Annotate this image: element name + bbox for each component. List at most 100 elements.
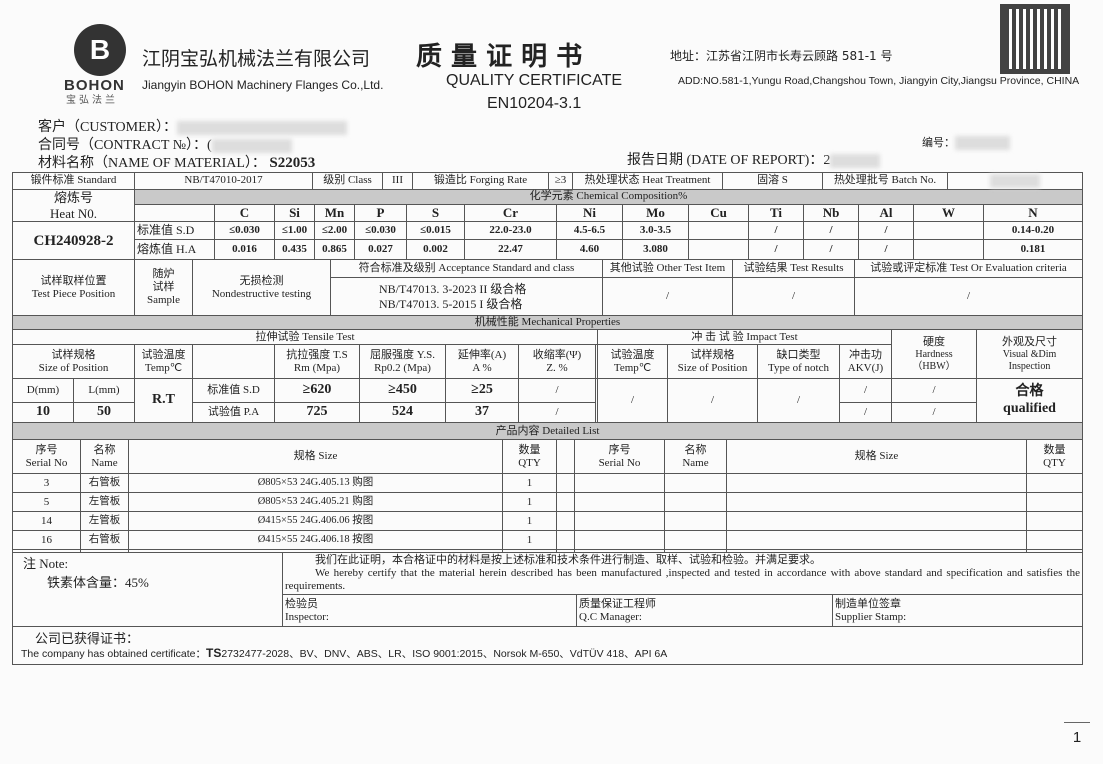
- element-mo: Mo: [622, 204, 689, 223]
- name-header: 名称 Name: [80, 439, 129, 475]
- test-results-label: 试验结果 Test Results: [732, 259, 855, 279]
- element-n: N: [983, 204, 1083, 223]
- blank: [1025, 530, 1084, 551]
- hardness-1: /: [891, 378, 977, 404]
- criteria-label: 试验或评定标准 Test Or Evaluation criteria: [854, 259, 1083, 279]
- test-temp: R.T: [134, 378, 193, 424]
- address-en: ADD:NO.581-1,Yungu Road,Changshou Town, …: [678, 75, 1080, 87]
- standard-value: NB/T47010-2017: [134, 172, 313, 190]
- hardness-header: 硬度 Hardness （HBW）: [891, 329, 977, 380]
- number-label: 编号：: [922, 137, 955, 149]
- element-s: S: [406, 204, 465, 223]
- pa-label: 试验值 P.A: [192, 402, 275, 424]
- sd-p: ≤0.030: [354, 221, 407, 241]
- ha-w: [913, 239, 984, 261]
- sd-ti: /: [748, 221, 804, 241]
- heat-no-label: 熔炼号 Heat N0.: [12, 188, 135, 223]
- chemical-composition-table: 熔炼号 Heat N0. 化学元素 Chemical Composition% C…: [12, 188, 1083, 261]
- blank: [1025, 473, 1084, 494]
- akv-1: /: [839, 378, 892, 404]
- size-header: 规格 Size: [128, 439, 503, 475]
- list-size: Ø805×53 24G.405.21 购图: [128, 492, 503, 513]
- report-date: 报告日期 (DATE OF REPORT)：2: [627, 152, 881, 169]
- list-qty: 1: [502, 530, 557, 551]
- list-name: 左管板: [80, 511, 129, 532]
- sd-mn: ≤2.00: [314, 221, 355, 241]
- blank: [664, 473, 727, 494]
- ha-n: 0.181: [983, 239, 1083, 261]
- element-mn: Mn: [314, 204, 355, 223]
- qc-manager: 质量保证工程师 Q.C Manager:: [576, 594, 833, 628]
- d-value: 10: [12, 402, 74, 424]
- list-size: Ø415×55 24G.406.18 按图: [128, 530, 503, 551]
- qty-header-2: 数量 QTY: [1025, 439, 1084, 475]
- ha-c: 0.016: [214, 239, 275, 261]
- sd-n: 0.14-0.20: [983, 221, 1083, 241]
- acceptance-table: 试样取样位置 Test Piece Position 随炉 试样 Sample 无损检…: [12, 259, 1083, 317]
- forging-label: 锻造比 Forging Rate: [412, 172, 549, 190]
- sd-ni: 4.5-6.5: [556, 221, 623, 241]
- sd-si: ≤1.00: [274, 221, 315, 241]
- table-row: 3 右管板 Ø805×53 24G.405.13 购图 1: [12, 473, 1084, 494]
- redacted: [830, 153, 881, 168]
- blank: [574, 473, 665, 494]
- address-cn: 地址：江苏省江阴市长寿云顾路 581-1 号: [670, 49, 893, 63]
- list-name: 左管板: [80, 492, 129, 513]
- contract-field: 合同号（CONTRACT №）：(: [38, 137, 292, 154]
- list-no: 14: [12, 511, 81, 532]
- sd-c: ≤0.030: [214, 221, 275, 241]
- l-label: L(mm): [73, 378, 135, 404]
- size-header-2: 规格 Size: [726, 439, 1027, 475]
- sd-al: /: [858, 221, 914, 241]
- title-cn: 质 量 证 明 书: [416, 42, 583, 72]
- ra-header: 收缩率(Ψ) Z. %: [518, 344, 596, 380]
- visual-header: 外观及尺寸 Visual &Dim Inspection: [976, 329, 1083, 380]
- sd-label: 标准值 S.D: [192, 378, 275, 404]
- ha-ni: 4.60: [556, 239, 623, 261]
- certification-statement: 我们在此证明，本合格证中的材料是按上述标准和技术条件进行制造、取样、试验和检验。…: [282, 552, 1083, 596]
- acceptance-std: NB/T47013. 3-2023 II 级合格 NB/T47013. 5-201…: [330, 277, 603, 317]
- blank: [574, 530, 665, 551]
- sd-nb: /: [803, 221, 859, 241]
- page-number: 1: [1064, 722, 1090, 746]
- list-qty: 1: [502, 473, 557, 494]
- el-sd: ≥25: [445, 378, 519, 404]
- forging-value: ≥3: [548, 172, 573, 190]
- certificates: 公司已获得证书： The company has obtained certifi…: [12, 626, 1083, 666]
- serial-header-2: 序号 Serial No: [574, 439, 665, 475]
- list-size: Ø415×55 24G.406.06 按图: [128, 511, 503, 532]
- material-value: S22053: [269, 155, 316, 171]
- qty-header: 数量 QTY: [502, 439, 557, 475]
- table-row: 16 右管板 Ø415×55 24G.406.18 按图 1: [12, 530, 1084, 551]
- redacted: [990, 174, 1040, 188]
- temp-header: 试验温度 Temp℃: [134, 344, 193, 380]
- standard-row: 锻件标准 Standard NB/T47010-2017 级别 Class II…: [12, 172, 1083, 190]
- hardness-2: /: [891, 402, 977, 424]
- ha-si: 0.435: [274, 239, 315, 261]
- blank: [726, 492, 1027, 513]
- standard-en10204: EN10204-3.1: [487, 95, 582, 112]
- size-header: 试样规格 Size of Position: [12, 344, 135, 380]
- sd-cr: 22.0-23.0: [464, 221, 557, 241]
- test-results: /: [732, 277, 855, 317]
- element-c: C: [214, 204, 275, 223]
- table-row: 14 左管板 Ø415×55 24G.406.06 按图 1: [12, 511, 1084, 532]
- batch-label: 热处理批号 Batch No.: [822, 172, 948, 190]
- list-no: 3: [12, 473, 81, 494]
- blank: [556, 439, 575, 475]
- ra-sd: /: [518, 378, 596, 404]
- class-label: 级别 Class: [312, 172, 383, 190]
- mechanical-table: 机械性能 Mechanical Properties 拉伸试验 Tensile …: [12, 315, 1083, 424]
- ts-header: 抗拉强度 T.S Rm (Mpa): [274, 344, 360, 380]
- akv-2: /: [839, 402, 892, 424]
- impact-title: 冲 击 试 验 Impact Test: [597, 329, 892, 346]
- acceptance-std-label: 符合标准及级别 Acceptance Standard and class: [330, 259, 603, 279]
- blank: [664, 511, 727, 532]
- sd-w: [913, 221, 984, 241]
- ha-label: 熔炼值 H.A: [134, 239, 215, 261]
- ha-s: 0.002: [406, 239, 465, 261]
- impact-temp: /: [597, 378, 668, 424]
- date-label: 报告日期 (DATE OF REPORT)：2: [627, 153, 831, 168]
- material-field: 材料名称（NAME OF MATERIAL）： S22053: [38, 155, 315, 172]
- list-size: Ø805×53 24G.405.13 购图: [128, 473, 503, 494]
